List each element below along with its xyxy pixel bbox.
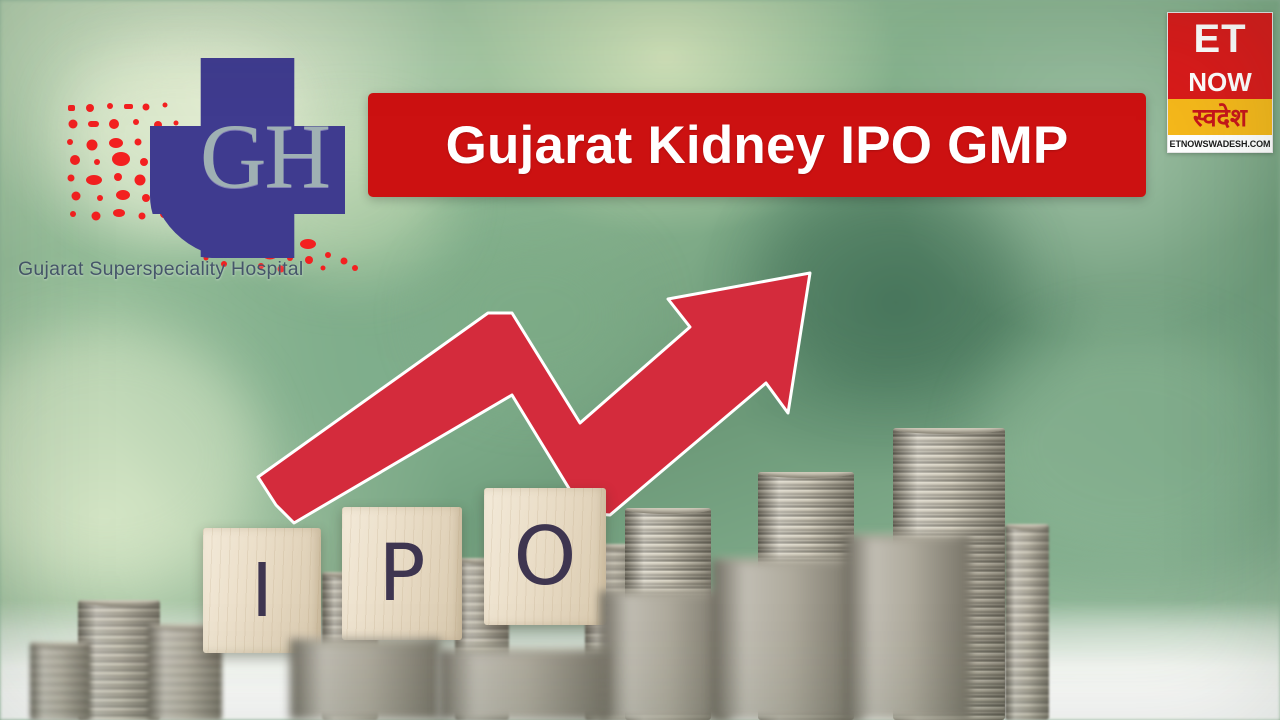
medical-cross-icon: GH xyxy=(150,58,345,258)
wooden-block-letter: O xyxy=(484,488,606,625)
coin-stack xyxy=(290,638,440,720)
coin-stack xyxy=(1005,524,1049,720)
coin-stack xyxy=(438,648,608,720)
headline-title: Gujarat Kidney IPO GMP xyxy=(445,115,1069,175)
coin-stack xyxy=(30,642,90,720)
wooden-block-letter: P xyxy=(342,507,462,640)
coin-stack xyxy=(712,558,862,720)
coin-stack xyxy=(78,600,160,720)
logo-now-text: NOW xyxy=(1168,66,1272,99)
logo-monogram: GH xyxy=(200,105,331,207)
logo-et-text: ET xyxy=(1168,13,1272,66)
coin-stacks-foreground xyxy=(0,480,1280,720)
logo-swadesh-text: स्वदेश xyxy=(1168,99,1272,135)
block-letter-text: P xyxy=(378,528,426,619)
block-letter-text: I xyxy=(251,547,273,634)
headline-banner: Gujarat Kidney IPO GMP xyxy=(368,93,1146,197)
coin-stack xyxy=(600,590,730,720)
block-letter-text: O xyxy=(513,510,577,603)
logo-website-url: ETNOWSWADESH.COM xyxy=(1168,135,1272,152)
network-logo[interactable]: ET NOW स्वदेश ETNOWSWADESH.COM xyxy=(1167,12,1273,153)
wooden-block-letter: I xyxy=(203,528,321,653)
coin-stack xyxy=(148,624,222,720)
hospital-name-caption: Gujarat Superspeciality Hospital xyxy=(18,258,304,280)
hospital-logo: GH Gujarat Superspeciality Hospital xyxy=(18,50,418,300)
growth-arrow-icon xyxy=(256,271,812,525)
bokeh-highlight xyxy=(980,330,1280,560)
coin-stack xyxy=(845,534,971,720)
